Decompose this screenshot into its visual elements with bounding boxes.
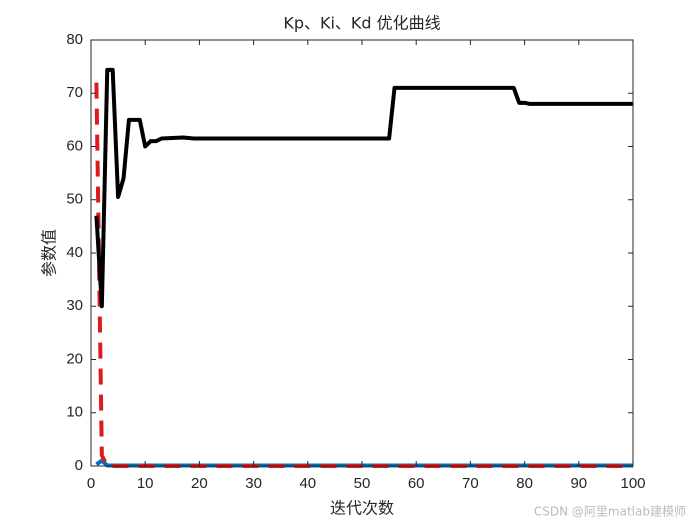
x-tick-label: 40: [299, 475, 316, 492]
y-tick-label: 40: [66, 244, 83, 261]
watermark: CSDN @阿里matlab建模师: [534, 505, 686, 519]
x-tick-label: 90: [570, 475, 587, 492]
y-tick-label: 70: [66, 84, 83, 101]
chart-title: Kp、Ki、Kd 优化曲线: [283, 14, 440, 33]
x-tick-label: 30: [245, 475, 262, 492]
y-tick-label: 80: [66, 31, 83, 48]
x-tick-label: 50: [354, 475, 371, 492]
x-tick-label: 20: [191, 475, 208, 492]
x-axis-label: 迭代次数: [330, 499, 394, 518]
x-tick-label: 70: [462, 475, 479, 492]
y-tick-label: 30: [66, 297, 83, 314]
y-tick-label: 60: [66, 137, 83, 154]
y-tick-label: 20: [66, 350, 83, 367]
x-tick-label: 80: [516, 475, 533, 492]
x-tick-label: 0: [87, 475, 95, 492]
y-tick-label: 10: [66, 404, 83, 421]
x-tick-label: 10: [137, 475, 154, 492]
line-series: [94, 67, 633, 309]
line-series: [95, 458, 633, 468]
y-tick-label: 50: [66, 191, 83, 208]
y-tick-label: 0: [75, 457, 83, 474]
x-tick-label: 100: [620, 475, 645, 492]
y-axis-label: 参数值: [40, 229, 59, 277]
x-tick-label: 60: [408, 475, 425, 492]
